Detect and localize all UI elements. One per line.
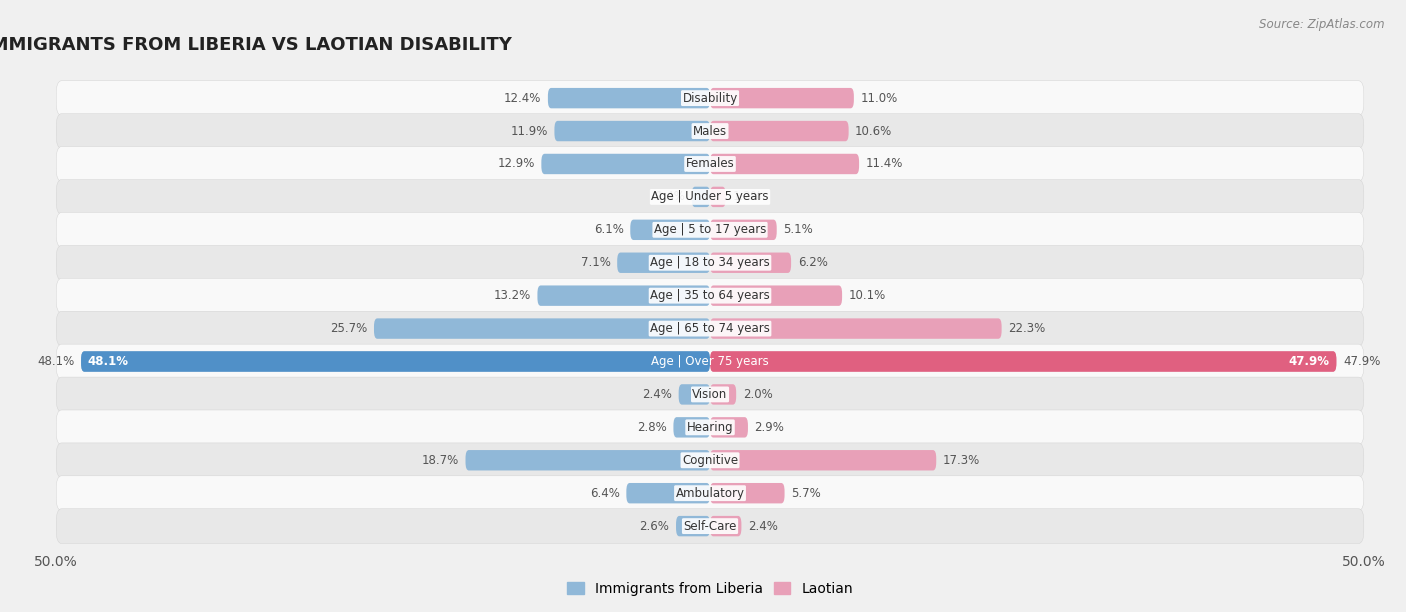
FancyBboxPatch shape	[56, 245, 1364, 280]
FancyBboxPatch shape	[710, 351, 1336, 371]
Text: 12.4%: 12.4%	[503, 92, 541, 105]
FancyBboxPatch shape	[56, 81, 1364, 116]
FancyBboxPatch shape	[710, 384, 737, 405]
Legend: Immigrants from Liberia, Laotian: Immigrants from Liberia, Laotian	[561, 576, 859, 601]
FancyBboxPatch shape	[710, 88, 853, 108]
Text: Age | Over 75 years: Age | Over 75 years	[651, 355, 769, 368]
Text: 6.2%: 6.2%	[797, 256, 828, 269]
Text: 2.6%: 2.6%	[640, 520, 669, 532]
Text: 7.1%: 7.1%	[581, 256, 610, 269]
FancyBboxPatch shape	[82, 351, 710, 371]
Text: 47.9%: 47.9%	[1343, 355, 1381, 368]
Text: 6.1%: 6.1%	[593, 223, 624, 236]
Text: Cognitive: Cognitive	[682, 453, 738, 467]
FancyBboxPatch shape	[710, 154, 859, 174]
FancyBboxPatch shape	[56, 476, 1364, 510]
FancyBboxPatch shape	[82, 351, 710, 371]
Text: 10.1%: 10.1%	[849, 289, 886, 302]
FancyBboxPatch shape	[676, 516, 710, 536]
FancyBboxPatch shape	[679, 384, 710, 405]
FancyBboxPatch shape	[56, 377, 1364, 412]
Text: Age | 18 to 34 years: Age | 18 to 34 years	[650, 256, 770, 269]
Text: 10.6%: 10.6%	[855, 125, 893, 138]
FancyBboxPatch shape	[374, 318, 710, 339]
FancyBboxPatch shape	[56, 443, 1364, 477]
FancyBboxPatch shape	[56, 278, 1364, 313]
Text: 5.1%: 5.1%	[783, 223, 813, 236]
FancyBboxPatch shape	[541, 154, 710, 174]
FancyBboxPatch shape	[56, 147, 1364, 181]
FancyBboxPatch shape	[56, 179, 1364, 214]
FancyBboxPatch shape	[56, 312, 1364, 346]
Text: 2.4%: 2.4%	[748, 520, 778, 532]
FancyBboxPatch shape	[710, 220, 776, 240]
Text: Females: Females	[686, 157, 734, 171]
Text: Ambulatory: Ambulatory	[675, 487, 745, 499]
FancyBboxPatch shape	[710, 187, 725, 207]
Text: Disability: Disability	[682, 92, 738, 105]
Text: 1.2%: 1.2%	[733, 190, 762, 203]
Text: Age | 65 to 74 years: Age | 65 to 74 years	[650, 322, 770, 335]
Text: 47.9%: 47.9%	[1289, 355, 1330, 368]
Text: 2.8%: 2.8%	[637, 421, 666, 434]
FancyBboxPatch shape	[617, 253, 710, 273]
FancyBboxPatch shape	[630, 220, 710, 240]
FancyBboxPatch shape	[710, 351, 1336, 371]
FancyBboxPatch shape	[56, 114, 1364, 148]
Text: 11.0%: 11.0%	[860, 92, 897, 105]
Text: Age | Under 5 years: Age | Under 5 years	[651, 190, 769, 203]
Text: 6.4%: 6.4%	[591, 487, 620, 499]
Text: Source: ZipAtlas.com: Source: ZipAtlas.com	[1260, 18, 1385, 31]
FancyBboxPatch shape	[710, 318, 1001, 339]
FancyBboxPatch shape	[710, 483, 785, 504]
FancyBboxPatch shape	[710, 285, 842, 306]
FancyBboxPatch shape	[56, 410, 1364, 445]
Text: 25.7%: 25.7%	[330, 322, 367, 335]
Text: Age | Over 75 years: Age | Over 75 years	[651, 355, 769, 368]
FancyBboxPatch shape	[465, 450, 710, 471]
Text: 22.3%: 22.3%	[1008, 322, 1046, 335]
Text: 11.4%: 11.4%	[866, 157, 903, 171]
Text: 11.9%: 11.9%	[510, 125, 548, 138]
Text: Hearing: Hearing	[686, 421, 734, 434]
FancyBboxPatch shape	[548, 88, 710, 108]
Text: 12.9%: 12.9%	[498, 157, 534, 171]
Text: Males: Males	[693, 125, 727, 138]
FancyBboxPatch shape	[56, 344, 1364, 379]
FancyBboxPatch shape	[626, 483, 710, 504]
Text: 17.3%: 17.3%	[943, 453, 980, 467]
Text: Age | 35 to 64 years: Age | 35 to 64 years	[650, 289, 770, 302]
Text: 1.4%: 1.4%	[655, 190, 685, 203]
Text: 48.1%: 48.1%	[87, 355, 128, 368]
FancyBboxPatch shape	[710, 450, 936, 471]
FancyBboxPatch shape	[710, 121, 849, 141]
FancyBboxPatch shape	[710, 516, 741, 536]
FancyBboxPatch shape	[56, 509, 1364, 543]
FancyBboxPatch shape	[710, 417, 748, 438]
Text: 5.7%: 5.7%	[792, 487, 821, 499]
FancyBboxPatch shape	[710, 253, 792, 273]
FancyBboxPatch shape	[673, 417, 710, 438]
Text: Self-Care: Self-Care	[683, 520, 737, 532]
Text: 2.4%: 2.4%	[643, 388, 672, 401]
Text: 48.1%: 48.1%	[38, 355, 75, 368]
FancyBboxPatch shape	[554, 121, 710, 141]
Text: 13.2%: 13.2%	[494, 289, 531, 302]
Text: 2.0%: 2.0%	[742, 388, 772, 401]
FancyBboxPatch shape	[537, 285, 710, 306]
Text: 18.7%: 18.7%	[422, 453, 458, 467]
Text: Vision: Vision	[692, 388, 728, 401]
Text: 2.9%: 2.9%	[755, 421, 785, 434]
Text: Age | 5 to 17 years: Age | 5 to 17 years	[654, 223, 766, 236]
FancyBboxPatch shape	[692, 187, 710, 207]
FancyBboxPatch shape	[56, 212, 1364, 247]
Text: IMMIGRANTS FROM LIBERIA VS LAOTIAN DISABILITY: IMMIGRANTS FROM LIBERIA VS LAOTIAN DISAB…	[0, 36, 512, 54]
